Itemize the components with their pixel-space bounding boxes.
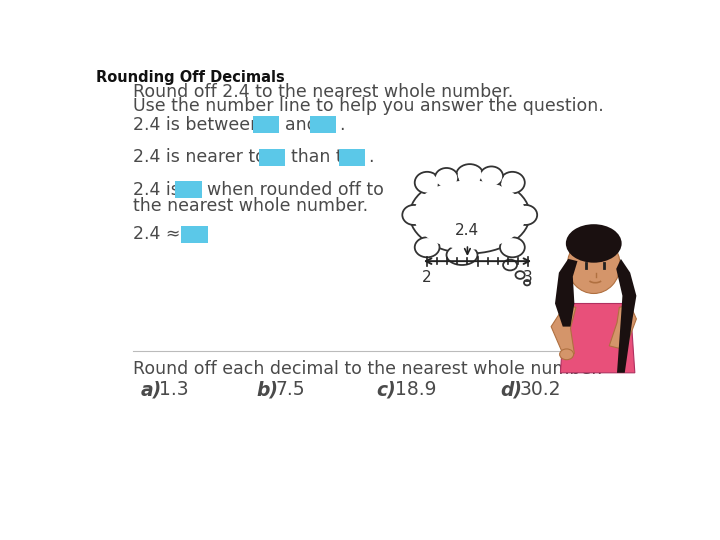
Ellipse shape — [514, 205, 537, 225]
Text: 30.2: 30.2 — [519, 380, 561, 399]
Ellipse shape — [456, 164, 483, 186]
Ellipse shape — [503, 260, 517, 271]
FancyBboxPatch shape — [181, 226, 208, 242]
Text: b): b) — [256, 380, 279, 399]
Text: and: and — [284, 116, 318, 134]
Ellipse shape — [502, 239, 523, 256]
Text: .: . — [368, 148, 374, 166]
Text: Round off 2.4 to the nearest whole number.: Round off 2.4 to the nearest whole numbe… — [132, 83, 513, 102]
FancyBboxPatch shape — [339, 148, 365, 166]
Ellipse shape — [567, 237, 620, 294]
Text: 2.4 is: 2.4 is — [132, 180, 179, 199]
Text: 2.4 is nearer to: 2.4 is nearer to — [132, 148, 266, 166]
FancyBboxPatch shape — [253, 117, 279, 133]
Polygon shape — [616, 259, 636, 373]
Polygon shape — [560, 303, 635, 373]
Ellipse shape — [524, 280, 530, 286]
Text: Use the number line to help you answer the question.: Use the number line to help you answer t… — [132, 97, 603, 115]
Text: 7.5: 7.5 — [275, 380, 305, 399]
FancyBboxPatch shape — [259, 148, 285, 166]
Ellipse shape — [436, 170, 456, 186]
Text: 2.4 is between: 2.4 is between — [132, 116, 261, 134]
Text: 1.3: 1.3 — [159, 380, 189, 399]
Ellipse shape — [413, 180, 526, 249]
Text: 2.4 ≈: 2.4 ≈ — [132, 225, 180, 243]
Ellipse shape — [404, 206, 424, 224]
FancyBboxPatch shape — [310, 117, 336, 133]
Ellipse shape — [502, 173, 523, 192]
Text: 18.9: 18.9 — [395, 380, 437, 399]
Text: Rounding Off Decimals: Rounding Off Decimals — [96, 70, 285, 85]
Ellipse shape — [415, 237, 439, 257]
Ellipse shape — [516, 206, 536, 224]
Text: 2: 2 — [423, 271, 432, 285]
Ellipse shape — [435, 168, 458, 188]
Ellipse shape — [482, 168, 502, 185]
Ellipse shape — [402, 205, 426, 225]
Polygon shape — [555, 259, 577, 327]
Ellipse shape — [416, 239, 438, 256]
Text: 3: 3 — [523, 271, 533, 285]
Ellipse shape — [566, 224, 621, 262]
Ellipse shape — [410, 177, 530, 253]
Ellipse shape — [446, 245, 477, 265]
Polygon shape — [551, 305, 576, 354]
FancyBboxPatch shape — [175, 181, 202, 198]
Ellipse shape — [480, 166, 503, 186]
Ellipse shape — [500, 172, 525, 193]
Ellipse shape — [416, 173, 438, 192]
Text: c): c) — [377, 380, 397, 399]
Text: the nearest whole number.: the nearest whole number. — [132, 197, 368, 215]
Ellipse shape — [448, 247, 476, 264]
Ellipse shape — [516, 271, 525, 279]
Ellipse shape — [415, 172, 439, 193]
Text: Round off each decimal to the nearest whole number.: Round off each decimal to the nearest wh… — [132, 360, 602, 377]
Text: than to: than to — [291, 148, 353, 166]
Text: d): d) — [500, 380, 523, 399]
Ellipse shape — [458, 166, 482, 184]
Polygon shape — [609, 305, 636, 350]
Ellipse shape — [500, 237, 525, 257]
Text: .: . — [340, 116, 345, 134]
Ellipse shape — [559, 349, 574, 360]
Text: a): a) — [140, 380, 161, 399]
Text: 2.4: 2.4 — [455, 223, 480, 238]
Text: when rounded off to: when rounded off to — [207, 180, 384, 199]
